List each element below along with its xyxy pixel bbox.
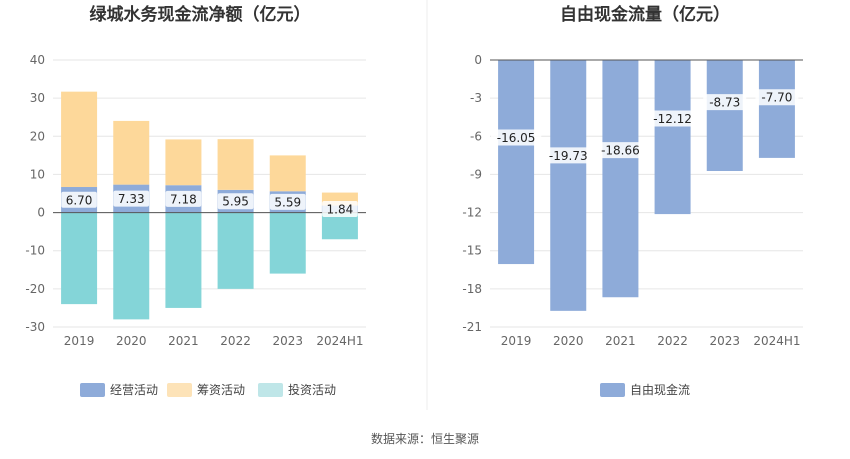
x-tick-label: 2020 (553, 334, 584, 348)
y-tick-label: 10 (30, 167, 45, 181)
data-label: -18.66 (601, 144, 640, 158)
chart-2: 自由现金流量（亿元） -21 -18 -15 -12 -9 -6 -3 0 -16.05 -19.7… (462, 4, 803, 397)
legend-label: 经营活动 (110, 383, 158, 397)
bar-投资活动-2023 (269, 212, 306, 274)
x-tick-label: 2024H1 (316, 334, 363, 348)
bar-自由现金流-2020 (550, 60, 587, 311)
bar-投资活动-2019 (61, 212, 98, 305)
bar-投资活动-2022 (217, 212, 254, 289)
legend-swatch (80, 383, 105, 397)
x-tick-label: 2024H1 (753, 334, 800, 348)
data-label: 6.70 (66, 193, 93, 207)
data-label-bg (755, 89, 799, 106)
data-label: -8.73 (709, 96, 740, 110)
data-label-bg (595, 142, 646, 159)
y-tick-label: 0 (37, 206, 45, 220)
y-tick-label: -6 (470, 129, 482, 143)
bar-自由现金流-2021 (602, 60, 639, 298)
data-label: 5.59 (274, 195, 301, 209)
x-tick-label: 2023 (709, 334, 740, 348)
bar-自由现金流-2023 (706, 60, 743, 171)
data-label-bg (647, 110, 698, 127)
x-tick-label: 2019 (501, 334, 532, 348)
bars (498, 60, 795, 311)
x-tick-label: 2022 (657, 334, 688, 348)
y-tick-label: 20 (30, 129, 45, 143)
legend-label: 投资活动 (288, 382, 336, 397)
y-tick-label: -15 (462, 244, 482, 258)
data-source-note: 数据来源：恒生聚源 (370, 432, 479, 446)
data-label-bg (217, 193, 254, 210)
data-label: -12.12 (653, 112, 692, 126)
chart-1: 绿城水务现金流净额（亿元） -30 -20 -10 0 10 20 30 40 6.70 7.33 7… (25, 4, 366, 397)
legend: 自由现金流 (600, 382, 690, 397)
legend-swatch (167, 383, 192, 397)
x-tick-label: 2021 (168, 334, 199, 348)
bar-筹资活动-2021 (165, 139, 202, 186)
data-label: 7.18 (170, 192, 197, 206)
data-label-bg (703, 94, 747, 111)
legend-label: 筹资活动 (197, 383, 245, 397)
bar-自由现金流-2024H1 (758, 60, 795, 158)
y-tick-label: 30 (30, 91, 45, 105)
legend-swatch (258, 383, 283, 397)
y-tick-label: -10 (25, 244, 45, 258)
x-tick-label: 2021 (605, 334, 636, 348)
data-label-bg (113, 190, 150, 207)
data-label: -7.70 (761, 91, 792, 105)
data-label-bg (165, 190, 202, 207)
bars (61, 91, 358, 320)
data-label: -19.73 (549, 149, 588, 163)
legend-label: 自由现金流 (630, 382, 690, 397)
data-label: 1.84 (327, 203, 354, 217)
y-tick-label: -30 (25, 320, 45, 334)
chart-title: 绿城水务现金流净额（亿元） (90, 4, 311, 25)
y-tick-label: -20 (25, 282, 45, 296)
data-label-bg (322, 201, 358, 218)
data-label-bg (543, 147, 594, 164)
legend: 经营活动 筹资活动 投资活动 (80, 382, 336, 397)
bar-筹资活动-2022 (217, 139, 254, 190)
bar-筹资活动-2020 (113, 120, 150, 185)
bar-筹资活动-2019 (61, 91, 98, 188)
y-tick-label: -12 (462, 206, 482, 220)
y-tick-label: -9 (470, 167, 482, 181)
y-tick-label: -18 (462, 282, 482, 296)
data-label: 7.33 (118, 192, 145, 206)
data-label-bg (269, 193, 306, 210)
x-tick-label: 2022 (220, 334, 251, 348)
y-tick-label: 0 (474, 53, 482, 67)
data-label: -16.05 (497, 131, 536, 145)
bar-自由现金流-2022 (654, 60, 691, 215)
data-label-bg (490, 129, 542, 146)
x-tick-label: 2023 (272, 334, 303, 348)
x-tick-label: 2020 (116, 334, 147, 348)
y-tick-label: 40 (30, 53, 45, 67)
bar-投资活动-2021 (165, 212, 202, 308)
y-tick-label: -21 (462, 320, 482, 334)
bar-自由现金流-2019 (498, 60, 535, 265)
bar-筹资活动-2023 (269, 155, 306, 192)
data-label-bg (61, 191, 97, 208)
legend-swatch (600, 383, 625, 397)
x-tick-label: 2019 (64, 334, 95, 348)
y-tick-label: -3 (470, 91, 482, 105)
chart-title: 自由现金流量（亿元） (560, 4, 730, 25)
data-label: 5.95 (222, 195, 249, 209)
bar-投资活动-2020 (113, 212, 150, 320)
